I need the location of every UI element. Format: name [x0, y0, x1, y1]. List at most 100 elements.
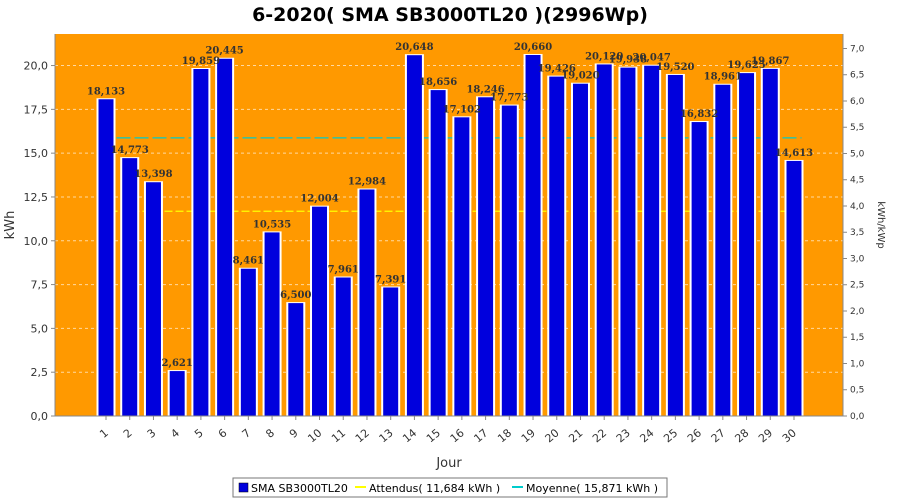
y2-tick-label: 0,5 — [850, 386, 864, 396]
x-tick-label: 2 — [121, 426, 135, 440]
data-label: 18,656 — [419, 77, 457, 88]
bars — [96, 53, 804, 417]
x-tick-label: 23 — [614, 426, 633, 445]
bar — [478, 97, 494, 416]
bar — [501, 105, 517, 416]
x-tick-label: 14 — [400, 426, 419, 445]
data-label: 10,535 — [253, 219, 291, 230]
data-label: 18,133 — [87, 86, 125, 97]
bar — [430, 90, 446, 417]
legend-label-bar: SMA SB3000TL20 — [251, 482, 348, 495]
data-label: 19,938 — [609, 55, 647, 66]
bar — [667, 74, 683, 416]
data-label: 14,613 — [775, 148, 813, 159]
data-label: 19,020 — [561, 71, 599, 82]
bar — [383, 287, 399, 416]
x-tick-label: 13 — [377, 426, 396, 445]
data-label: 20,660 — [514, 42, 552, 53]
x-tick-label: 21 — [566, 426, 585, 445]
bar — [691, 122, 707, 416]
x-tick-label: 28 — [732, 426, 751, 445]
data-label: 18,246 — [466, 84, 504, 95]
x-tick-label: 20 — [543, 426, 562, 445]
data-label: 17,102 — [443, 104, 481, 115]
y2-axis-label: kWh/kWp — [875, 201, 886, 248]
data-label: 20,047 — [633, 53, 671, 64]
data-label: 16,832 — [680, 109, 718, 120]
chart-title: 6-2020( SMA SB3000TL20 )(2996Wp) — [252, 4, 648, 26]
data-label: 19,867 — [751, 56, 789, 67]
bar — [406, 55, 422, 416]
bar — [217, 58, 233, 416]
y-tick-label: 0,0 — [31, 410, 49, 423]
y2-tick-label: 1,5 — [850, 333, 864, 343]
x-tick-label: 24 — [638, 426, 657, 445]
plot-area — [55, 34, 843, 416]
x-tick-label: 15 — [424, 426, 443, 445]
bar — [169, 371, 185, 416]
y2-tick-label: 7,0 — [850, 44, 865, 54]
data-label: 2,621 — [162, 358, 193, 369]
y-tick-label: 15,0 — [24, 147, 49, 160]
bar — [145, 182, 161, 416]
x-tick-label: 26 — [685, 426, 704, 445]
bar — [288, 303, 304, 416]
x-tick-label: 1 — [97, 426, 111, 440]
y2-axis-ticks: 0,0 0,5 1,0 1,5 2,0 2,5 3,0 3,5 4,0 4,5 5,0 5,5 6,0 6… — [843, 44, 865, 422]
bar — [786, 160, 802, 416]
data-label: 18,961 — [704, 72, 742, 83]
data-label: 14,773 — [111, 145, 149, 156]
x-tick-label: 18 — [495, 426, 514, 445]
data-label: 6,500 — [280, 290, 311, 301]
y-tick-label: 2,5 — [31, 366, 49, 379]
x-tick-label: 22 — [590, 426, 609, 445]
bar — [98, 99, 114, 417]
x-tick-label: 7 — [240, 426, 254, 440]
data-label: 7,391 — [375, 274, 406, 285]
x-tick-label: 10 — [305, 426, 324, 445]
bar — [525, 54, 541, 417]
bar — [572, 83, 588, 417]
x-tick-label: 5 — [192, 426, 206, 440]
bar — [549, 76, 565, 416]
x-tick-label: 4 — [168, 426, 182, 440]
data-label: 20,445 — [205, 46, 243, 57]
grid — [55, 65, 843, 373]
data-label: 13,398 — [134, 169, 172, 180]
y2-tick-label: 2,0 — [850, 307, 865, 317]
x-tick-label: 8 — [263, 426, 277, 440]
y2-tick-label: 4,5 — [850, 176, 864, 186]
y-tick-label: 17,5 — [24, 103, 49, 116]
data-label: 17,773 — [490, 93, 528, 104]
bar — [359, 189, 375, 416]
bar — [312, 206, 328, 416]
y-tick-label: 7,5 — [31, 279, 49, 292]
legend-label-moyenne: Moyenne( 15,871 kWh ) — [526, 482, 658, 495]
bar — [715, 84, 731, 416]
bar — [762, 68, 778, 417]
legend: SMA SB3000TL20 Attendus( 11,684 kWh ) Mo… — [232, 477, 668, 498]
bar — [264, 232, 280, 416]
y-tick-label: 5,0 — [31, 322, 49, 335]
bar — [644, 65, 660, 416]
bar — [335, 277, 351, 416]
bar — [596, 64, 612, 416]
bar — [454, 117, 470, 416]
y-axis-ticks: 0,0 2,5 5,0 7,5 10,0 12,5 15,0 17,5 20,0 — [24, 60, 55, 423]
x-tick-label: 17 — [471, 426, 490, 445]
legend-label-attendus: Attendus( 11,684 kWh ) — [369, 482, 500, 495]
data-label: 19,859 — [182, 56, 220, 67]
y2-tick-label: 6,0 — [850, 97, 865, 107]
data-label: 19,520 — [656, 62, 694, 73]
y2-tick-label: 0,0 — [850, 412, 865, 422]
y2-tick-label: 3,5 — [850, 228, 864, 238]
data-label: 19,625 — [727, 60, 765, 71]
x-tick-label: 9 — [287, 426, 301, 440]
y-tick-label: 10,0 — [24, 235, 49, 248]
x-tick-label: 25 — [661, 426, 680, 445]
data-label: 12,004 — [300, 194, 338, 205]
y2-tick-label: 5,5 — [850, 123, 864, 133]
data-label: 12,984 — [348, 176, 386, 187]
y-tick-label: 20,0 — [24, 60, 49, 73]
